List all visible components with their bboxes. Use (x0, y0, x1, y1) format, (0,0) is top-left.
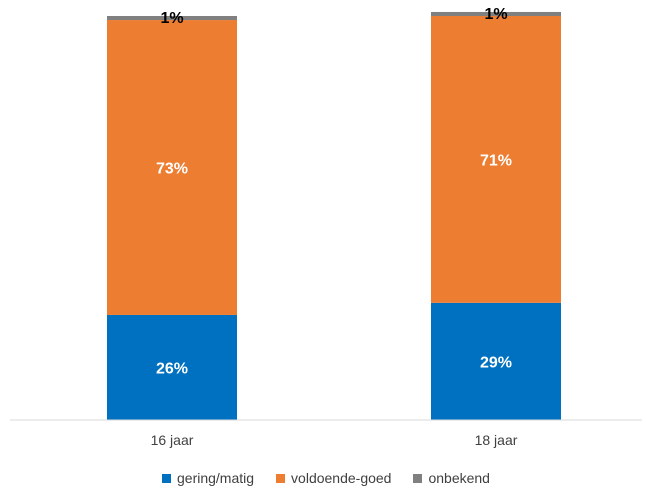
legend-swatch (276, 473, 286, 483)
x-tick-label-2: 18 jaar (475, 432, 518, 448)
data-label-onbekend-1: 1% (160, 10, 183, 27)
legend: gering/matig voldoende-goed onbekend (0, 470, 652, 486)
bar-segment-gering-matig-1 (107, 314, 237, 420)
bar-segment-gering-matig-2 (431, 302, 561, 420)
bar-segment-voldoende-goed-1 (107, 20, 237, 315)
data-label-voldoende-goed-2: 71% (480, 152, 512, 169)
bars-group: 26% 73% 1% 29% 71% 1% (107, 6, 561, 420)
stacked-bar-chart: 26% 73% 1% 29% 71% 1% 16 jaar 18 jaar (10, 6, 642, 448)
data-label-gering-matig-1: 26% (156, 360, 188, 377)
legend-item-gering-matig: gering/matig (162, 470, 254, 486)
data-label-onbekend-2: 1% (484, 6, 507, 23)
legend-label: onbekend (428, 470, 490, 486)
bar-segment-voldoende-goed-2 (431, 16, 561, 303)
x-tick-labels: 16 jaar 18 jaar (151, 432, 518, 448)
bar-segment-onbekend-2 (431, 11, 561, 16)
legend-label: gering/matig (177, 470, 255, 486)
bar-segment-onbekend-1 (107, 16, 237, 21)
legend-label: voldoende-goed (291, 470, 392, 486)
data-label-voldoende-goed-1: 73% (156, 161, 188, 178)
legend-item-voldoende-goed: voldoende-goed (276, 470, 391, 486)
legend-swatch (162, 473, 171, 483)
x-tick-label-1: 16 jaar (151, 432, 194, 448)
legend-swatch (413, 473, 423, 483)
legend-item-onbekend: onbekend (413, 470, 490, 486)
data-label-gering-matig-2: 29% (480, 354, 512, 371)
